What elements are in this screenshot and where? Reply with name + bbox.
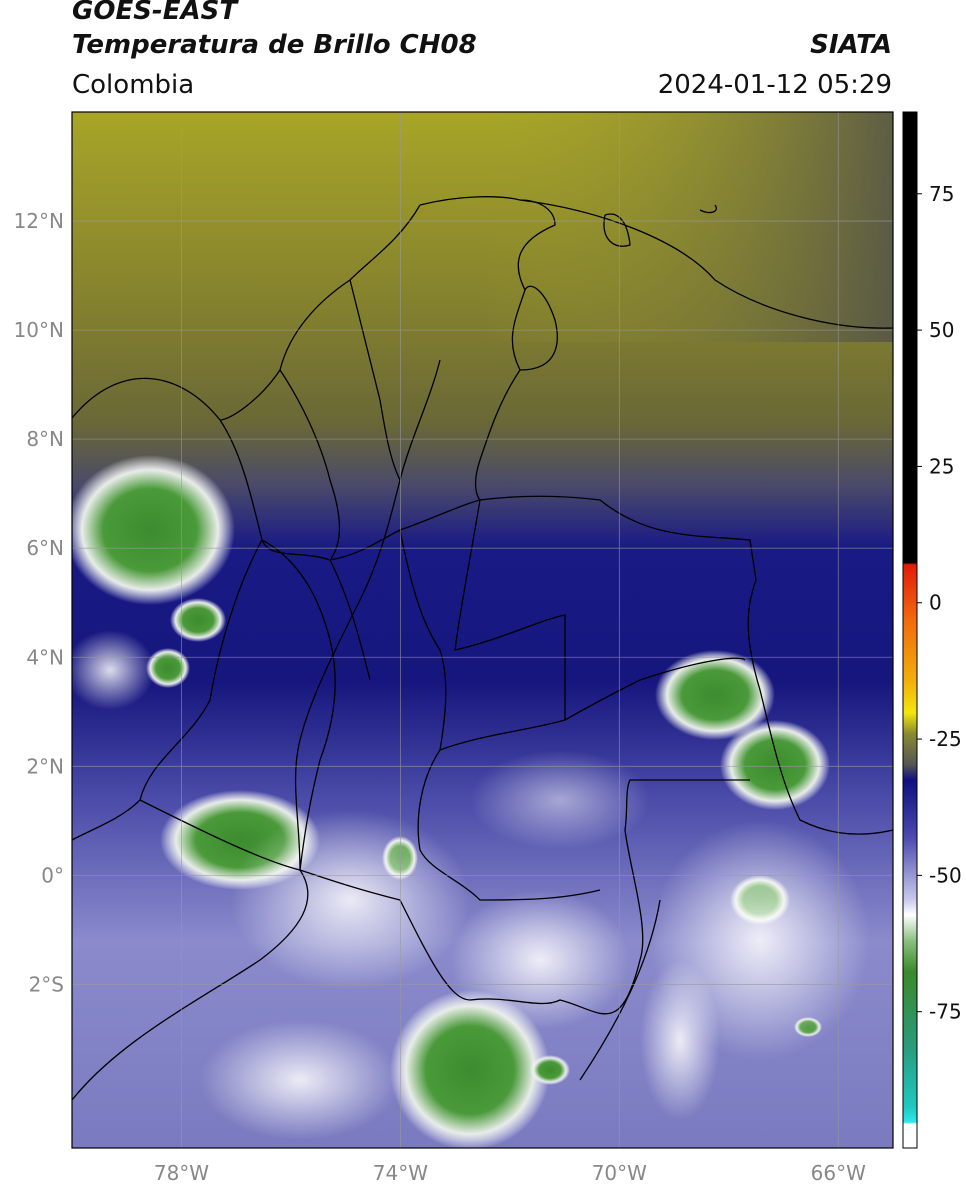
cloud-mass — [72, 630, 155, 710]
convective-cell — [530, 1055, 570, 1085]
timestamp-label: 2024-01-12 05:29 — [657, 70, 892, 100]
longitude-tick-labels: 78°W 74°W 70°W 66°W — [154, 1161, 866, 1185]
colorbar-tick-label: 0 — [929, 591, 942, 615]
country-borders — [72, 196, 893, 1101]
colorbar-tick-label: -25 — [929, 727, 962, 751]
longitude-tick-label: 78°W — [154, 1161, 209, 1185]
cloud-mass — [230, 810, 470, 990]
cloud-mass — [200, 1020, 400, 1140]
latitude-tick-label: 2°S — [29, 972, 64, 996]
product-title: Temperatura de Brillo CH08 — [72, 30, 477, 60]
latitude-tick-label: 2°N — [26, 754, 64, 778]
latitude-tick-label: 4°N — [26, 645, 64, 669]
cloud-mass — [640, 960, 720, 1120]
colorbar-frame — [902, 111, 918, 1149]
colorbar-tick-label: 75 — [929, 182, 954, 206]
colorbar-tick-labels: 75 50 25 0 -25 -50 -75 — [917, 182, 962, 1024]
convective-cell — [170, 598, 226, 642]
satellite-title: GOES-EAST — [72, 0, 238, 26]
latitude-tick-label: 10°N — [14, 318, 64, 342]
convective-cell — [390, 990, 550, 1148]
cloud-mass — [470, 750, 650, 850]
convective-cell — [655, 650, 775, 740]
latitude-tick-label: 12°N — [14, 209, 64, 233]
convective-cell — [146, 648, 190, 688]
latitude-tick-label: 8°N — [26, 427, 64, 451]
latitude-tick-labels: 12°N 10°N 8°N 6°N 4°N 2°N 0° 2°S — [14, 209, 64, 996]
map-frame — [71, 111, 894, 1149]
convective-cell — [72, 455, 235, 605]
colorbar-tick-label: -50 — [929, 863, 962, 887]
latitude-tick-label: 0° — [41, 863, 64, 887]
longitude-tick-label: 66°W — [811, 1161, 866, 1185]
region-label: Colombia — [72, 70, 195, 100]
organization-label: SIATA — [810, 30, 892, 60]
colorbar-ramp — [903, 112, 917, 1148]
latitude-tick-label: 6°N — [26, 536, 64, 560]
colorbar-tick-label: 25 — [929, 454, 954, 478]
longitude-tick-label: 74°W — [373, 1161, 428, 1185]
colorbar-tick-label: 50 — [929, 318, 954, 342]
colorbar-tick-label: -75 — [929, 1000, 962, 1024]
brightness-temperature-field — [72, 112, 893, 1148]
cloud-mass — [450, 890, 630, 1030]
longitude-tick-label: 70°W — [592, 1161, 647, 1185]
convective-cell — [720, 720, 830, 810]
map-gridlines — [72, 112, 893, 1148]
colorbar: 75 50 25 0 -25 -50 -75 — [902, 111, 962, 1149]
